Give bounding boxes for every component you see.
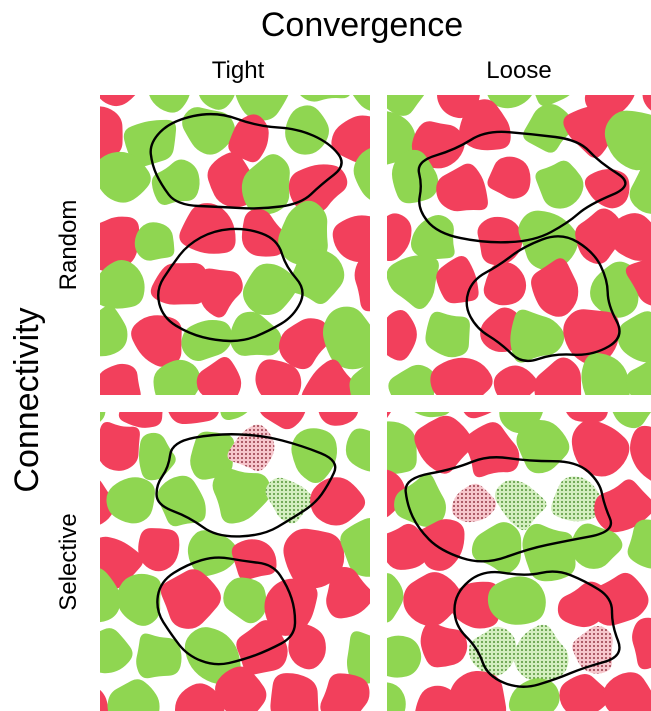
blob bbox=[295, 50, 351, 101]
panels bbox=[53, 50, 651, 711]
figure: Convergence Tight Loose Connectivity Ran… bbox=[0, 0, 651, 711]
panel bbox=[53, 364, 397, 711]
row-label: Random bbox=[55, 200, 82, 291]
blob bbox=[430, 358, 492, 409]
blob bbox=[255, 359, 301, 411]
blob bbox=[367, 421, 417, 474]
panel bbox=[366, 51, 651, 417]
blob bbox=[96, 422, 140, 471]
blob bbox=[53, 368, 105, 427]
column-label: Tight bbox=[212, 57, 265, 84]
blob bbox=[369, 636, 421, 678]
row-axis-label: Connectivity bbox=[8, 307, 46, 492]
blob bbox=[89, 260, 145, 309]
blob bbox=[135, 222, 175, 260]
column-label: Loose bbox=[486, 57, 551, 84]
panel bbox=[75, 50, 408, 416]
row-label: Selective bbox=[55, 513, 82, 610]
panel bbox=[345, 367, 651, 711]
title: Convergence bbox=[261, 6, 463, 44]
